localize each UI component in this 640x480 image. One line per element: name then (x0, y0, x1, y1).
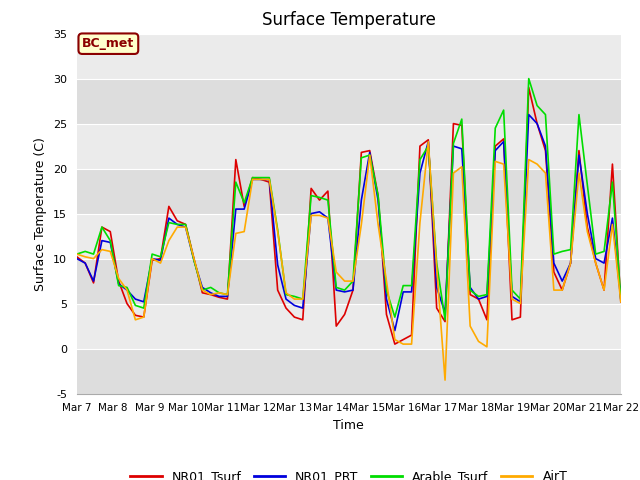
Legend: NR01_Tsurf, NR01_PRT, Arable_Tsurf, AirT: NR01_Tsurf, NR01_PRT, Arable_Tsurf, AirT (125, 465, 572, 480)
Bar (77, 348, 621, 394)
Y-axis label: Surface Temperature (C): Surface Temperature (C) (35, 137, 47, 290)
Bar (77, 259, 621, 303)
Bar (77, 168, 621, 214)
Bar (77, 34, 621, 79)
Text: BC_met: BC_met (82, 37, 134, 50)
Bar (77, 123, 621, 168)
Bar (77, 79, 621, 123)
Bar (77, 303, 621, 348)
Title: Surface Temperature: Surface Temperature (262, 11, 436, 29)
Bar (77, 214, 621, 259)
X-axis label: Time: Time (333, 419, 364, 432)
